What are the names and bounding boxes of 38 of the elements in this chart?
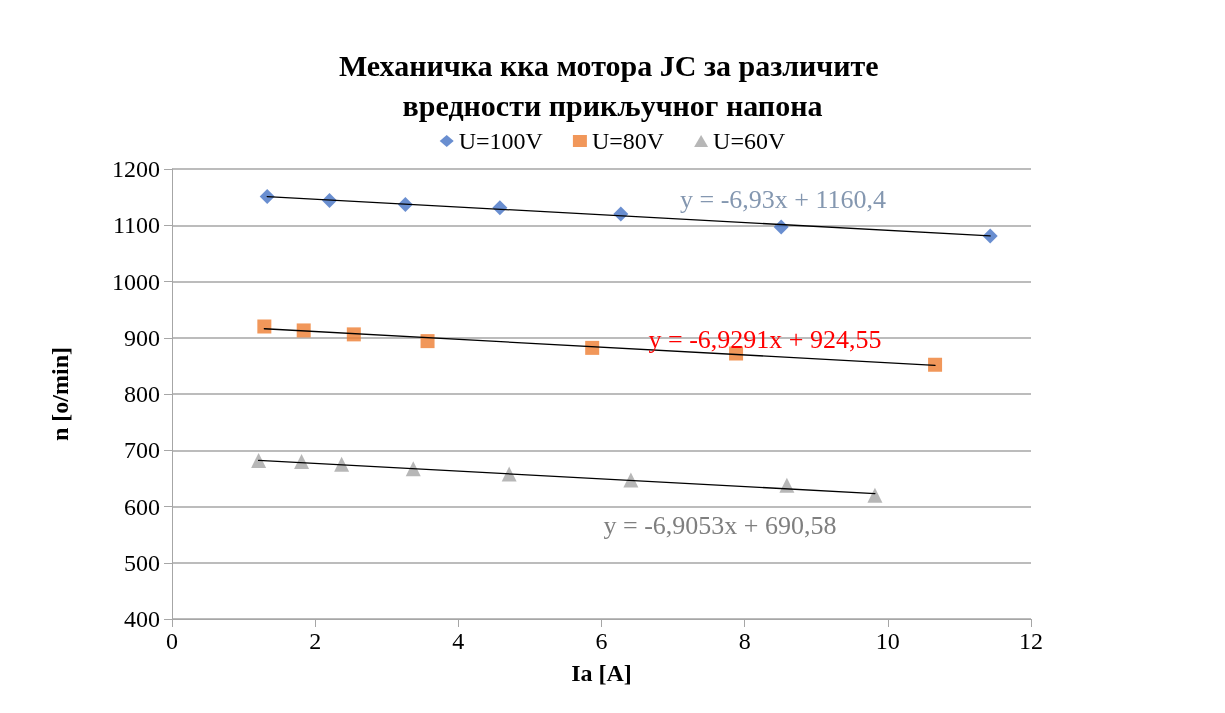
legend-label: U=60V: [713, 128, 786, 154]
x-tick-label: 8: [738, 628, 751, 654]
annotation: y = -6,93x + 1160,4: [679, 184, 887, 214]
annotation: y = -6,9053x + 690,58: [603, 510, 837, 540]
point: [296, 323, 311, 338]
x-tick-label: 6: [595, 628, 608, 654]
x-tick-label: 0: [166, 628, 178, 654]
y-tick-label: 800: [124, 381, 160, 407]
y-tick-label: 1000: [112, 268, 160, 295]
y-axis-title: n [o/min]: [47, 346, 73, 442]
x-tick-label: 10: [875, 628, 900, 654]
chart-title: Механичка кка мотора JC за различите вредности прикључног напона: [338, 48, 887, 122]
legend-label: U=80V: [591, 128, 665, 154]
y-tick-label: 700: [124, 437, 160, 464]
point: [585, 340, 600, 355]
point: [346, 327, 361, 342]
point: [867, 487, 883, 503]
point: [251, 452, 267, 468]
x-tick-label: 2: [309, 628, 322, 654]
x-tick-label: 12: [1019, 628, 1043, 654]
y-tick-label: 400: [124, 606, 160, 632]
point: [982, 228, 998, 244]
annotation: y = -6,9291x + 924,55: [648, 324, 882, 354]
point: [623, 472, 639, 488]
point: [257, 319, 272, 334]
y-tick-label: 1100: [112, 212, 160, 239]
point: [420, 334, 435, 349]
y-tick-label: 600: [124, 493, 160, 520]
y-tick-label: 500: [124, 549, 160, 576]
y-tick-label: 1200: [112, 156, 160, 182]
point: [259, 189, 275, 205]
point: [334, 456, 350, 472]
point: [928, 357, 943, 372]
x-tick-label: 4: [452, 628, 465, 654]
legend-label: U=100V: [458, 128, 544, 154]
point: [294, 454, 310, 469]
y-tick-label: 900: [124, 324, 160, 351]
x-axis-title: Ia [A]: [571, 660, 632, 686]
